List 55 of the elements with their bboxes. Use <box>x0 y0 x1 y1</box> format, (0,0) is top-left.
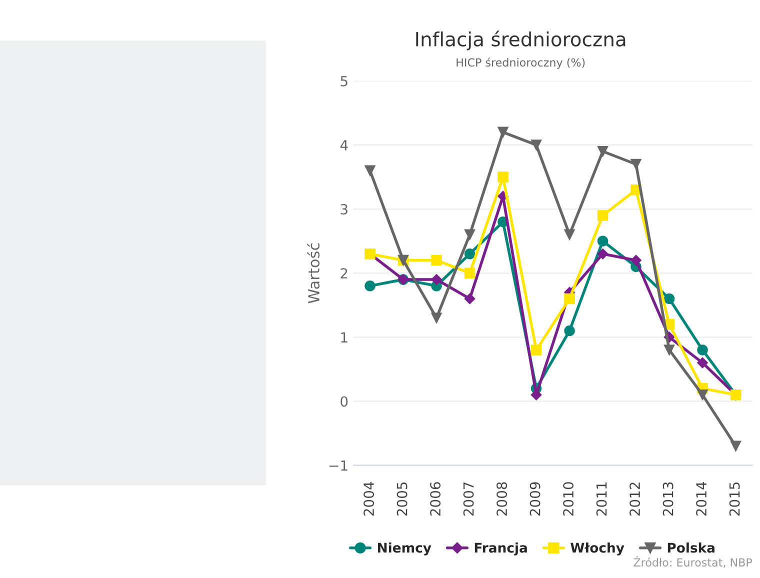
point <box>498 172 508 182</box>
point <box>530 344 542 356</box>
chart-subtitle: HICP średnioroczny (%) <box>456 58 585 69</box>
point <box>530 140 542 150</box>
y-tick-label: 2 <box>340 268 348 278</box>
x-tick-label: 2008 <box>496 482 508 516</box>
point <box>697 389 708 400</box>
point <box>597 236 608 246</box>
x-tick-label: 2006 <box>430 482 441 516</box>
point <box>730 440 742 452</box>
point <box>364 165 376 176</box>
legend-label: Niemcy <box>378 542 432 556</box>
point <box>464 248 476 260</box>
x-tick-label: 2010 <box>563 482 574 516</box>
chart-title: Inflacja średnioroczna <box>416 30 626 50</box>
point <box>630 158 642 170</box>
legend-label: Włochy <box>570 542 624 556</box>
point <box>597 146 608 157</box>
point <box>464 229 476 240</box>
y-tick-label: 3 <box>340 204 348 215</box>
x-tick-label: 2015 <box>729 482 740 516</box>
legend-label: Polska <box>668 542 714 553</box>
y-axis-title: Wartość <box>307 243 320 304</box>
point <box>597 210 608 221</box>
point <box>597 248 608 260</box>
point <box>498 126 508 138</box>
x-tick-label: 2014 <box>696 482 707 516</box>
legend-label: Francja <box>474 542 527 556</box>
x-tick-label: 2005 <box>396 482 408 516</box>
x-tick-label: 2007 <box>463 482 474 516</box>
point <box>564 229 575 240</box>
text: Źródło: Eurostat, NBP <box>634 556 752 568</box>
x-tick-label: 2011 <box>596 482 607 516</box>
x-tick-label: 2004 <box>364 482 374 516</box>
y-tick-label: 1 <box>341 332 348 342</box>
point <box>464 268 476 278</box>
point <box>697 357 708 368</box>
point <box>630 254 642 266</box>
point <box>431 312 442 324</box>
point <box>431 274 442 285</box>
y-tick-label: 0 <box>340 396 348 407</box>
point <box>664 293 675 304</box>
point <box>431 254 442 266</box>
point <box>697 344 708 356</box>
x-tick-label: 2009 <box>530 482 540 516</box>
point <box>564 293 575 304</box>
point <box>564 325 575 336</box>
y-tick-label: −1 <box>330 460 348 471</box>
point <box>364 280 376 292</box>
y-tick-label: 5 <box>340 76 348 86</box>
point <box>664 344 675 356</box>
y-tick-label: 4 <box>340 140 348 150</box>
x-tick-label: 2012 <box>630 482 640 516</box>
point <box>464 293 476 304</box>
x-tick-label: 2013 <box>662 482 674 516</box>
